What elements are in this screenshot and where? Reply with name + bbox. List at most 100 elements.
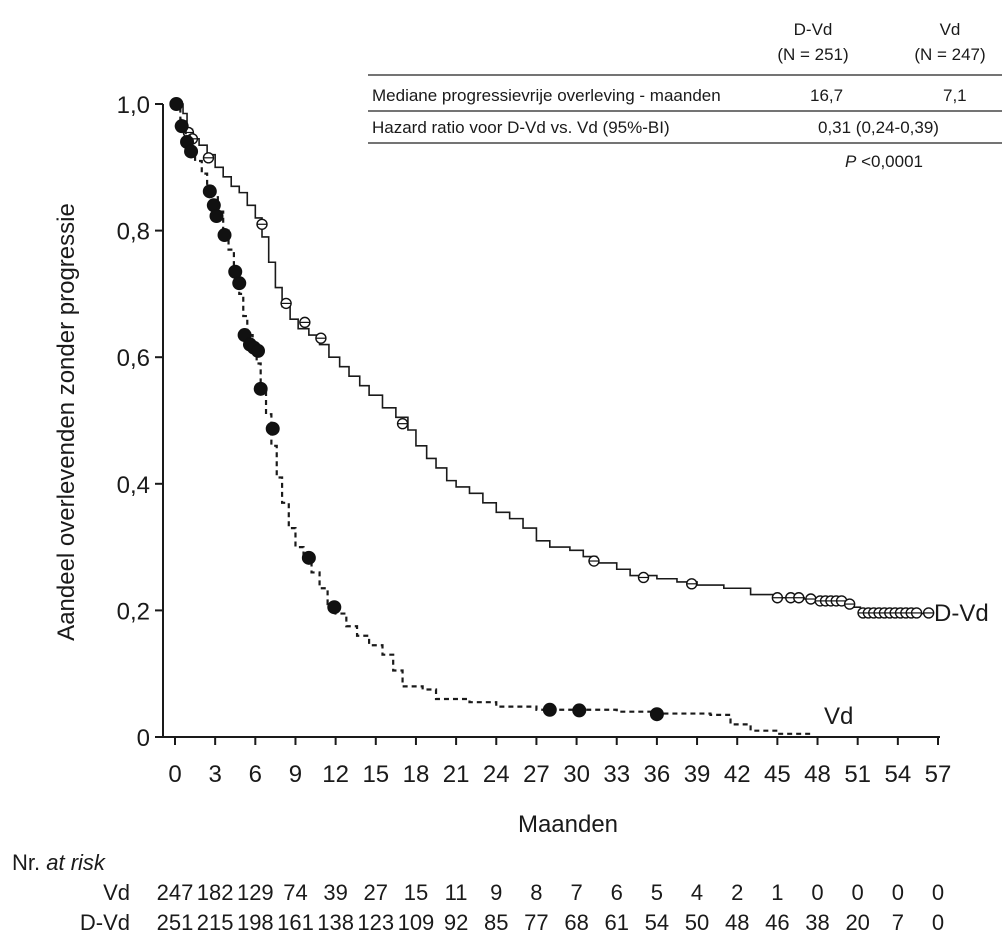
at-risk-value: 77 — [524, 910, 548, 935]
censor-marker-vd — [217, 228, 232, 243]
at-risk-italic: at risk — [46, 850, 106, 875]
x-tick-label: 6 — [249, 761, 262, 788]
y-ticks: 0 0,2 0,4 0,6 0,8 1,0 — [117, 92, 163, 752]
row1-label: Mediane progressievrije overleving - maa… — [372, 86, 721, 105]
p-number: <0,0001 — [861, 152, 923, 171]
at-risk-value: 182 — [197, 880, 234, 905]
censor-marker-vd — [542, 702, 557, 717]
x-tick-label: 18 — [403, 761, 430, 788]
censor-marker-vd — [174, 119, 189, 134]
at-risk-value: 0 — [892, 880, 904, 905]
at-risk-value: 54 — [645, 910, 669, 935]
at-risk-value: 5 — [651, 880, 663, 905]
col-vd-header-line2: (N = 247) — [914, 45, 985, 64]
row2-label: Hazard ratio voor D-Vd vs. Vd (95%-BI) — [372, 118, 670, 137]
at-risk-value: 15 — [404, 880, 428, 905]
col-dvd-header-line2: (N = 251) — [777, 45, 848, 64]
censor-marker-vd — [649, 707, 664, 722]
summary-table: D-Vd (N = 251) Vd (N = 247) Mediane prog… — [368, 20, 1002, 171]
at-risk-value: 20 — [845, 910, 869, 935]
at-risk-value: 85 — [484, 910, 508, 935]
at-risk-value: 247 — [157, 880, 194, 905]
censor-marker-vd — [265, 421, 280, 436]
at-risk-value: 27 — [364, 880, 388, 905]
row2-value: 0,31 (0,24-0,39) — [818, 118, 939, 137]
at-risk-value: 161 — [277, 910, 314, 935]
at-risk-value: 0 — [852, 880, 864, 905]
axes: 0 3 6 9 12 15 18 21 24 27 30 33 36 39 42 45 48 51 54 57 00,… — [117, 92, 952, 788]
at-risk-title: Nr. at risk — [12, 850, 106, 875]
curve-vd — [175, 102, 811, 735]
at-risk-value: 8 — [530, 880, 542, 905]
p-value: P <0,0001 — [845, 152, 923, 171]
at-risk-row-label-vd: Vd — [103, 880, 130, 905]
censor-marker-vd — [253, 381, 268, 396]
at-risk-value: 109 — [398, 910, 435, 935]
censor-marker-vd — [327, 600, 342, 615]
x-ticks: 0 3 6 9 12 15 18 21 24 27 30 33 36 39 42 45 48 51 54 57 — [168, 737, 951, 788]
x-axis-label: Maanden — [518, 811, 618, 838]
y-tick-label: 0,4 — [117, 472, 150, 499]
at-risk-value: 7 — [892, 910, 904, 935]
censor-marker-vd — [301, 550, 316, 565]
p-letter: P — [845, 152, 857, 171]
y-tick-label: 1,0 — [117, 92, 150, 119]
at-risk-value: 251 — [157, 910, 194, 935]
at-risk-table: Nr. at risk Vd D-Vd 247 182 1 2 9 74 39 27 15 11 9… — [12, 850, 944, 935]
at-risk-value: 11 — [445, 880, 468, 905]
col-dvd-header-line1: D-Vd — [794, 20, 833, 39]
censor-marker-vd — [169, 97, 184, 111]
x-tick-label: 42 — [724, 761, 751, 788]
at-risk-value: 9 — [490, 880, 502, 905]
censor-marker-vd — [202, 184, 217, 199]
at-risk-value: 39 — [323, 880, 347, 905]
y-axis-label: Aandeel overlevenden zonder progressie — [53, 203, 80, 641]
censor-marker-vd — [209, 209, 224, 224]
at-risk-value: 123 — [357, 910, 394, 935]
at-risk-value: 215 — [197, 910, 234, 935]
x-tick-label: 54 — [884, 761, 911, 788]
x-tick-label: 39 — [684, 761, 711, 788]
at-risk-value: 48 — [725, 910, 749, 935]
x-tick-label: 21 — [443, 761, 470, 788]
x-tick-label: 33 — [603, 761, 630, 788]
x-tick-label: 36 — [644, 761, 671, 788]
y-tick-label: 0,8 — [117, 219, 150, 246]
at-risk-value: 138 — [317, 910, 354, 935]
y-tick-label: 0 — [137, 725, 150, 752]
series-label-vd: Vd — [824, 703, 853, 730]
at-risk-value: 1 — [771, 880, 783, 905]
at-risk-value: 0 — [811, 880, 823, 905]
col-vd-header-line1: Vd — [940, 20, 961, 39]
at-risk-value: 61 — [604, 910, 628, 935]
at-risk-value: 46 — [765, 910, 789, 935]
x-tick-label: 45 — [764, 761, 791, 788]
at-risk-value: 0 — [932, 880, 944, 905]
x-tick-label: 3 — [208, 761, 221, 788]
x-tick-label: 48 — [804, 761, 831, 788]
at-risk-prefix: Nr. — [12, 850, 40, 875]
x-tick-label: 27 — [523, 761, 550, 788]
at-risk-value: 38 — [805, 910, 829, 935]
row1-vd-value: 7,1 — [943, 86, 967, 105]
at-risk-value: 0 — [932, 910, 944, 935]
at-risk-value: 74 — [283, 880, 307, 905]
y-tick-label: 0,2 — [117, 598, 150, 625]
x-tick-label: 0 — [168, 761, 181, 788]
x-tick-label: 12 — [322, 761, 349, 788]
at-risk-row-label-dvd: D-Vd — [80, 910, 130, 935]
at-risk-value: 92 — [444, 910, 468, 935]
row1-dvd-value: 16,7 — [810, 86, 843, 105]
censor-marker-vd — [184, 144, 199, 159]
y-tick-label: 0,6 — [117, 345, 150, 372]
x-tick-label: 30 — [563, 761, 590, 788]
at-risk-value: 7 — [570, 880, 582, 905]
survival-curves — [169, 97, 935, 735]
x-tick-label: 24 — [483, 761, 510, 788]
at-risk-value: 6 — [611, 880, 623, 905]
at-risk-value: 68 — [564, 910, 588, 935]
at-risk-value: 2 — [731, 880, 743, 905]
at-risk-value: 50 — [685, 910, 709, 935]
